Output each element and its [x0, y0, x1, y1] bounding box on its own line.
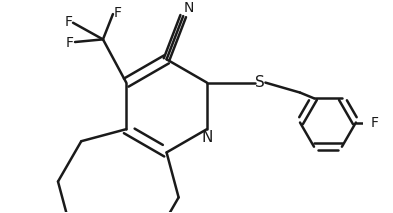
Text: N: N: [201, 130, 213, 145]
Text: S: S: [255, 75, 265, 90]
Text: F: F: [114, 6, 121, 20]
Text: N: N: [183, 1, 194, 15]
Text: F: F: [66, 36, 74, 50]
Text: F: F: [64, 15, 72, 29]
Text: F: F: [371, 115, 378, 130]
